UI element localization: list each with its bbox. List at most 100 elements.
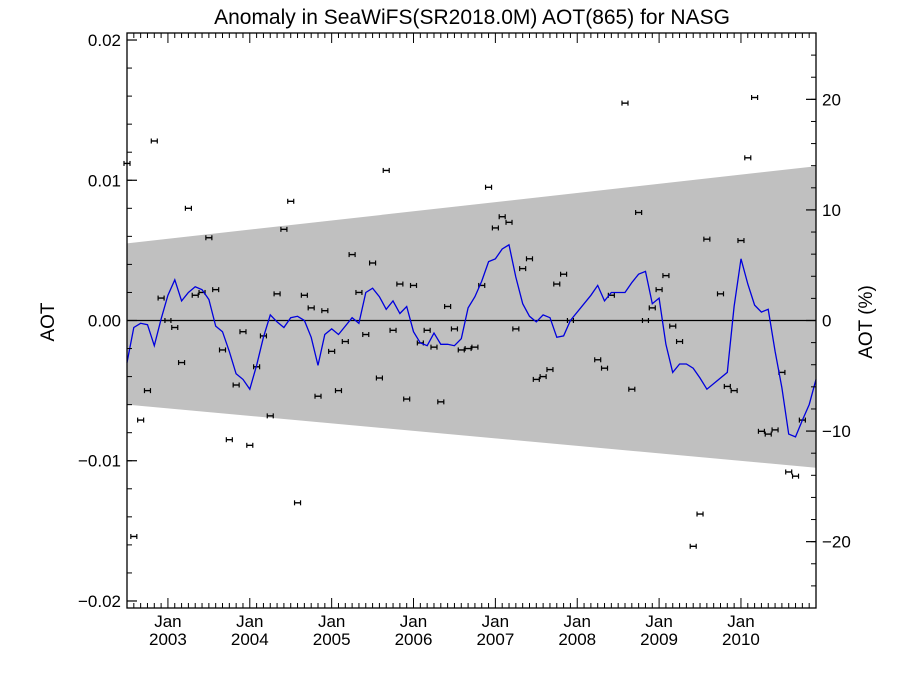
y-right-tick-label: 20 (822, 90, 841, 109)
data-point (689, 543, 697, 549)
x-tick-label-year: 2003 (149, 630, 187, 649)
data-point (314, 393, 322, 399)
x-tick-label-year: 2006 (395, 630, 433, 649)
x-tick-label-month: Jan (564, 612, 591, 631)
data-point (300, 292, 308, 298)
data-point (164, 318, 172, 323)
x-tick-label-month: Jan (400, 612, 427, 631)
data-point (491, 225, 499, 231)
data-point (341, 339, 349, 345)
data-point (382, 167, 390, 173)
data-point (641, 318, 650, 323)
data-point (191, 292, 199, 298)
y-axis-right-label: AOT (%) (856, 285, 877, 359)
data-point (171, 325, 179, 331)
data-point (177, 360, 186, 366)
data-point (212, 287, 220, 293)
data-point (355, 289, 363, 295)
data-point (635, 210, 643, 216)
data-point (225, 437, 233, 443)
y-right-tick-label: 0 (822, 312, 831, 331)
data-point (375, 375, 384, 381)
data-point (628, 386, 636, 392)
data-point (450, 326, 459, 332)
data-point (505, 219, 513, 225)
axes: 0.020.010.00−0.01−0.0220100−10−20Jan2003… (78, 31, 851, 649)
x-tick-label-year: 2005 (313, 630, 351, 649)
data-point (675, 339, 684, 345)
x-tick-label-month: Jan (318, 612, 345, 631)
data-point (218, 347, 227, 353)
data-point (368, 260, 377, 266)
data-point (737, 238, 745, 244)
data-point (464, 346, 472, 352)
data-point (791, 473, 800, 479)
x-tick-label-month: Jan (482, 612, 509, 631)
band-area (127, 166, 816, 468)
smoothed-line (126, 243, 817, 438)
anomaly-points (123, 95, 806, 549)
data-point (273, 291, 281, 297)
x-tick-label-month: Jan (154, 612, 181, 631)
data-point (519, 266, 527, 272)
data-point (437, 399, 445, 405)
data-point (471, 344, 479, 350)
data-point (184, 205, 192, 211)
x-tick-label-year: 2009 (640, 630, 678, 649)
data-point (525, 256, 534, 262)
data-point (662, 273, 670, 279)
x-tick-label-year: 2008 (558, 630, 596, 649)
data-point (348, 252, 356, 258)
chart-title: Anomaly in SeaWiFS(SR2018.0M) AOT(865) f… (214, 6, 730, 29)
data-point (130, 533, 138, 539)
data-point (764, 431, 772, 437)
y-right-tick-label: −20 (822, 533, 851, 552)
data-point (430, 344, 438, 350)
y-tick-label: 0.00 (88, 312, 121, 331)
y-axis-label: AOT (38, 302, 59, 341)
data-point (730, 388, 738, 394)
data-point (409, 282, 418, 288)
series-line (126, 243, 817, 438)
data-point (457, 347, 465, 353)
data-point (655, 287, 663, 293)
x-tick-label-month: Jan (727, 612, 754, 631)
data-point (137, 417, 145, 423)
data-point (444, 303, 452, 309)
data-point (648, 305, 656, 311)
y-right-tick-label: −10 (822, 422, 851, 441)
data-point (669, 323, 677, 329)
data-point (546, 367, 554, 373)
x-tick-label-month: Jan (236, 612, 263, 631)
data-point (287, 198, 295, 204)
data-point (143, 388, 152, 394)
data-point (293, 500, 302, 506)
data-point (744, 155, 752, 161)
x-tick-label-year: 2004 (231, 630, 269, 649)
data-point (716, 291, 725, 297)
data-point (246, 442, 254, 448)
data-point (757, 428, 766, 434)
x-tick-label-year: 2007 (476, 630, 514, 649)
data-point (403, 396, 411, 402)
data-point (723, 383, 731, 389)
data-point (232, 382, 240, 388)
data-point (157, 295, 165, 301)
data-point (321, 308, 329, 314)
data-point (696, 511, 704, 517)
data-point (205, 235, 213, 241)
data-point (389, 327, 397, 333)
data-point (512, 326, 520, 332)
data-point (594, 357, 602, 363)
data-point (334, 388, 343, 394)
y-tick-label: 0.01 (88, 171, 121, 190)
data-point (266, 413, 274, 419)
data-point (785, 469, 793, 475)
data-point (751, 95, 759, 101)
data-point (362, 332, 370, 338)
data-point (280, 226, 288, 232)
data-point (150, 138, 158, 144)
y-right-tick-label: 10 (822, 201, 841, 220)
data-point (498, 214, 506, 220)
